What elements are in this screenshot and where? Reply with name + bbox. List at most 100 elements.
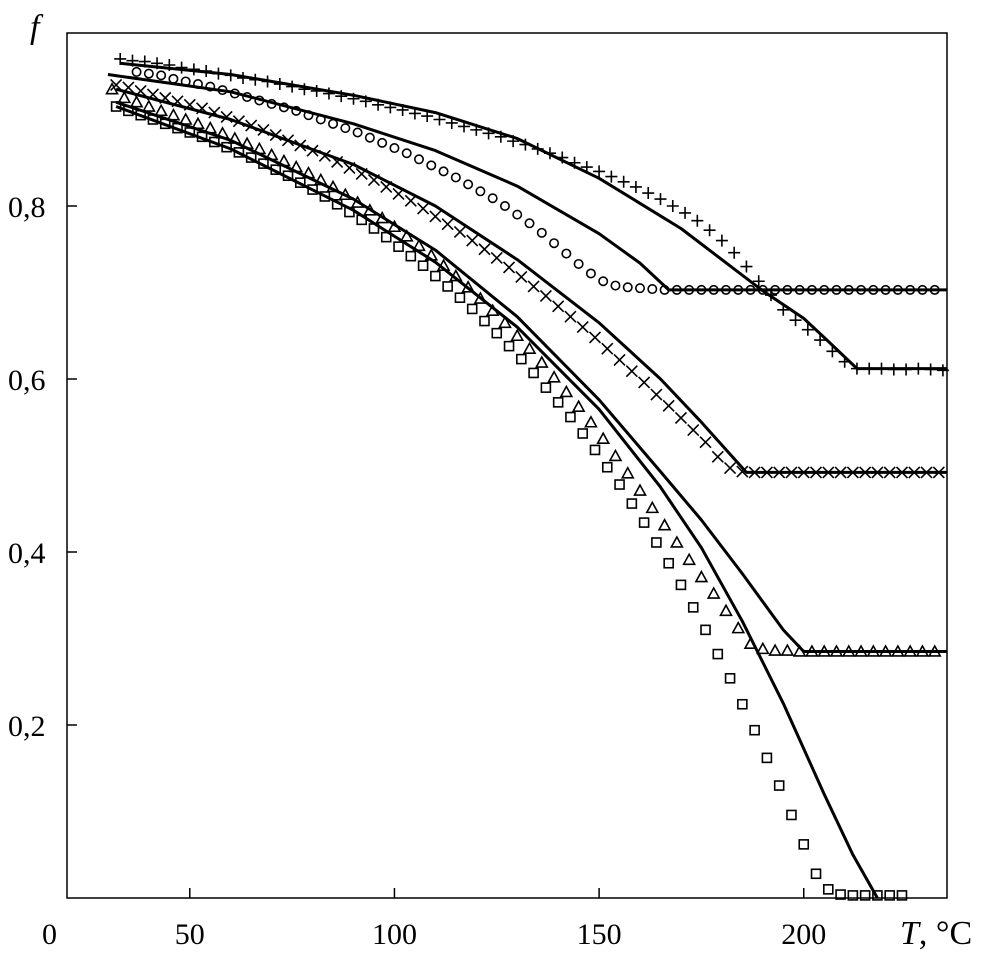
data-point — [364, 132, 375, 143]
data-point — [331, 155, 344, 168]
data-point — [755, 641, 770, 655]
data-point — [856, 284, 867, 295]
data-point — [571, 399, 586, 412]
data-point — [278, 102, 289, 113]
data-point — [134, 84, 147, 98]
data-point — [355, 167, 368, 181]
data-point — [240, 136, 254, 150]
data-point — [584, 415, 598, 428]
data-point — [507, 135, 520, 148]
fit-line — [115, 100, 947, 653]
data-point — [605, 170, 618, 183]
data-point — [719, 603, 733, 617]
data-point — [528, 367, 539, 379]
y-tick-label: 0,6 — [8, 364, 46, 397]
data-point — [399, 229, 414, 242]
data-point — [700, 624, 711, 636]
data-point — [724, 462, 737, 475]
data-point — [421, 110, 434, 123]
data-point — [233, 147, 245, 158]
data-point — [696, 284, 707, 295]
data-point — [568, 156, 581, 169]
data-point — [706, 586, 721, 599]
data-point — [322, 87, 335, 100]
data-point — [478, 243, 491, 256]
x-tick-label: 150 — [577, 918, 622, 951]
data-point — [598, 276, 609, 287]
data-point — [831, 284, 842, 295]
data-point — [441, 218, 454, 231]
data-point — [331, 198, 343, 210]
data-point — [375, 210, 390, 224]
data-point — [466, 234, 479, 247]
data-point — [184, 127, 196, 138]
data-point — [629, 180, 642, 193]
data-point — [662, 399, 675, 412]
data-point — [200, 65, 213, 78]
data-point — [350, 195, 365, 208]
data-point — [232, 115, 245, 128]
data-point — [159, 91, 172, 104]
data-point — [249, 73, 262, 86]
x-axis-variable: T — [900, 915, 921, 952]
y-tick-label: 0,2 — [8, 710, 46, 743]
data-point — [768, 643, 782, 656]
data-point — [823, 884, 834, 895]
data-point — [377, 137, 388, 148]
data-point — [340, 123, 351, 134]
data-point — [871, 466, 884, 479]
data-point — [135, 109, 146, 121]
data-point — [736, 465, 749, 478]
data-point — [785, 466, 798, 479]
data-point — [499, 201, 510, 212]
data-point — [310, 84, 323, 97]
fit-line — [120, 61, 947, 371]
data-point — [159, 118, 171, 130]
data-point — [516, 353, 527, 365]
data-point — [413, 154, 424, 165]
data-point — [540, 382, 552, 393]
data-point — [196, 131, 208, 143]
data-point — [343, 161, 356, 175]
data-point — [872, 890, 883, 901]
data-point — [142, 99, 156, 112]
data-point — [307, 184, 318, 195]
data-point — [580, 161, 593, 174]
data-point — [242, 92, 253, 103]
data-point — [224, 69, 237, 82]
data-point — [724, 672, 736, 684]
data-point — [463, 179, 474, 190]
data-point — [565, 411, 576, 423]
data-point — [687, 423, 700, 437]
data-point — [380, 231, 392, 243]
data-point — [829, 644, 844, 657]
data-point — [620, 466, 635, 479]
data-point — [277, 153, 291, 167]
data-point — [482, 127, 495, 140]
data-point — [154, 103, 168, 117]
x-tick-label: 200 — [781, 918, 826, 951]
data-point — [352, 127, 363, 138]
data-point — [915, 644, 930, 657]
data-point — [850, 362, 863, 375]
data-point — [487, 193, 498, 204]
data-point — [782, 284, 793, 295]
data-point — [286, 80, 299, 93]
data-point — [642, 187, 655, 200]
data-point — [878, 644, 893, 657]
data-point — [203, 120, 218, 134]
data-point — [610, 280, 621, 291]
data-point — [814, 334, 827, 347]
data-point — [294, 139, 307, 152]
data-point — [638, 517, 650, 528]
fit-line — [107, 73, 947, 292]
data-point — [635, 283, 646, 294]
data-point — [458, 120, 471, 133]
data-point — [834, 466, 847, 479]
data-point — [512, 209, 523, 220]
data-point — [671, 284, 682, 295]
data-point — [728, 246, 741, 259]
data-point — [429, 210, 442, 223]
data-point — [453, 225, 466, 239]
data-point — [891, 644, 905, 657]
